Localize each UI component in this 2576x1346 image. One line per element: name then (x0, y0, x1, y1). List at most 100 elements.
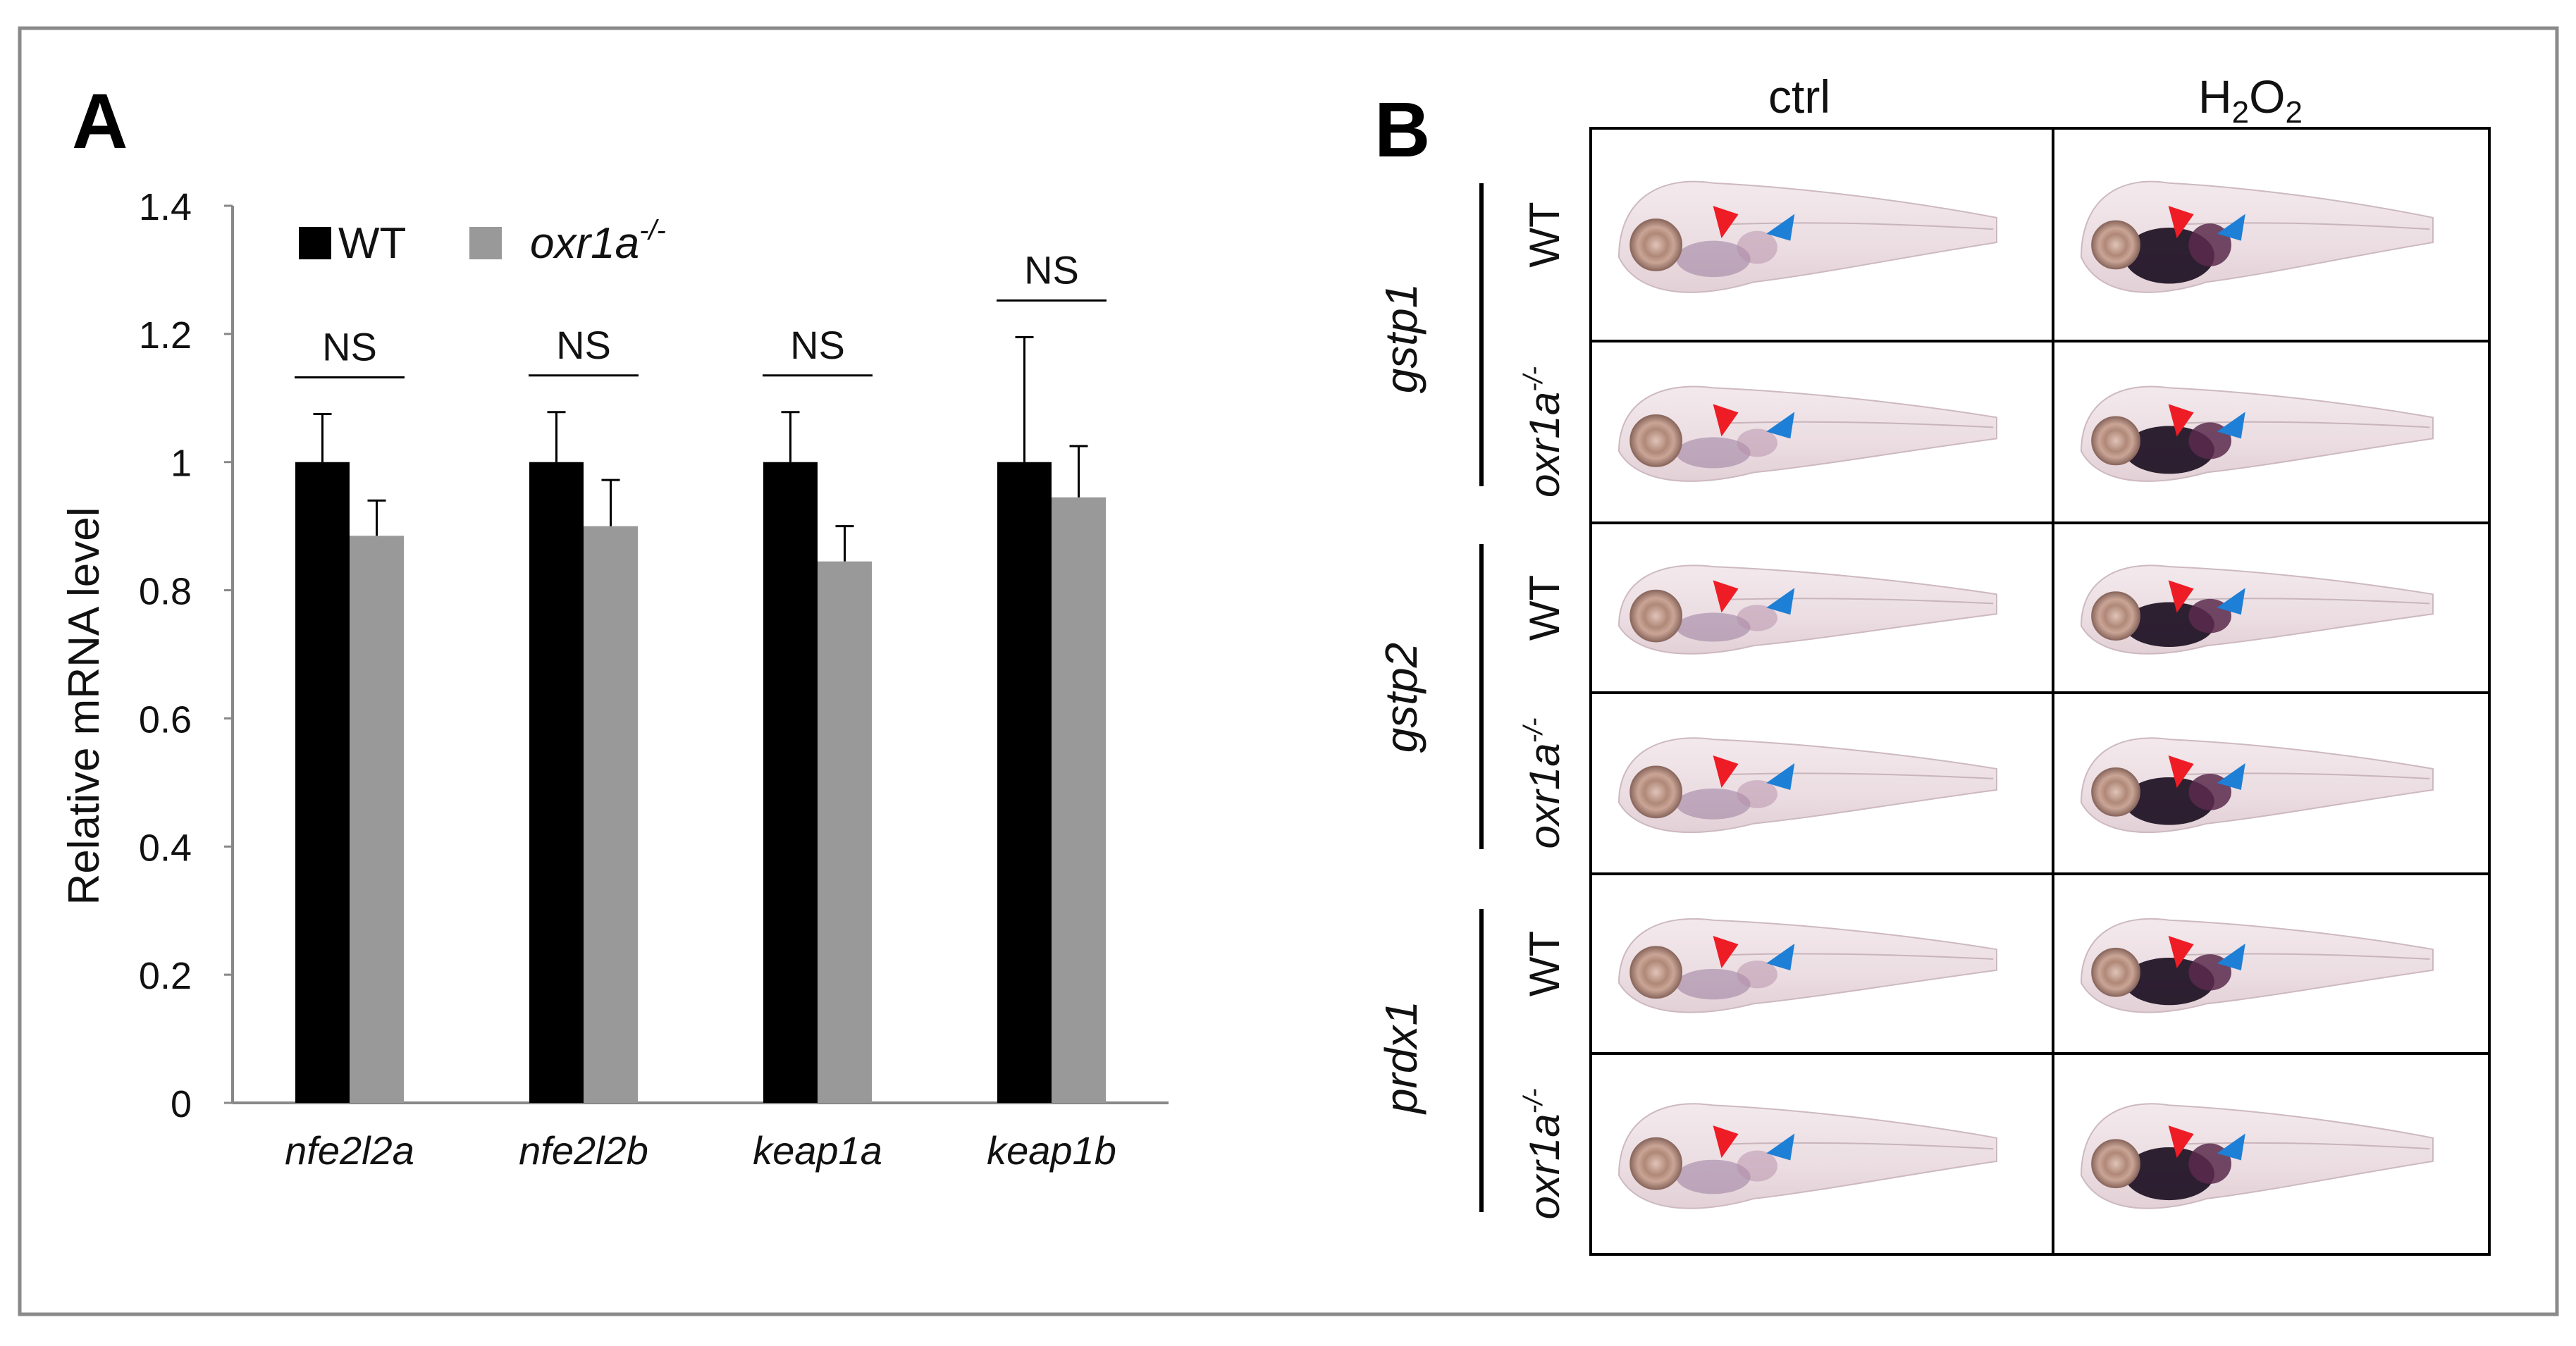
panel-b-label: B (1374, 87, 1430, 173)
larva-eye (1629, 946, 1683, 999)
larva-eye (1629, 218, 1683, 271)
bar-wt-nfe2l2b (529, 462, 584, 1103)
larva-body (1617, 564, 1997, 655)
genotype-label-oxr1a-sup: -/- (1519, 366, 1548, 392)
larva-image-r4-c2 (2080, 737, 2434, 834)
x-category-label-keap1a: keap1a (753, 1128, 882, 1173)
legend-label-wt: WT (338, 219, 406, 268)
genotype-label-row-1: WT (1521, 202, 1568, 267)
gut-stain (1737, 1150, 1777, 1182)
genotype-label-oxr1a-sup: -/- (1519, 1089, 1548, 1114)
liver-stain (1676, 240, 1751, 278)
red-arrowhead (1713, 206, 1739, 239)
larva-notochord (2181, 1142, 2430, 1150)
larva-eye (2091, 591, 2140, 641)
larva-body (1617, 1103, 1997, 1209)
blue-arrowhead (1766, 943, 1795, 970)
bar-oxr1a-nfe2l2b (584, 526, 638, 1103)
larva-body (1617, 737, 1997, 834)
liver-stain (1676, 437, 1751, 469)
legend-label-oxr1a-base: oxr1a (530, 219, 639, 268)
blue-arrowhead (2217, 214, 2245, 241)
genotype-label-row-5: WT (1521, 931, 1568, 996)
x-category-label-keap1b: keap1b (987, 1128, 1116, 1173)
blue-arrowhead (2217, 943, 2245, 970)
gut-stain (1737, 779, 1777, 808)
y-axis-title-group: Relative mRNA level (60, 507, 109, 905)
larva-notochord (1727, 772, 1994, 779)
blue-arrowhead (1766, 588, 1795, 615)
gut-stain (1737, 428, 1777, 457)
blue-arrowhead (1766, 412, 1795, 439)
legend-label-oxr1a-sup: -/- (639, 215, 666, 246)
genotype-label-oxr1a-base: oxr1a (1521, 1113, 1568, 1219)
larva-image-r5-c1 (1617, 918, 1997, 1013)
red-arrowhead (2168, 206, 2194, 239)
bar-oxr1a-keap1a (818, 561, 872, 1103)
larva-eye (2091, 767, 2140, 817)
gene-label-gstp1-group: gstp1 (1376, 283, 1426, 394)
legend-swatch-oxr1a (469, 227, 502, 259)
h2o2-o: O (2249, 70, 2285, 123)
h2o2-sub1: 2 (2232, 95, 2249, 130)
genotype-label-wt: WT (1521, 931, 1568, 996)
y-tick-label: 0.6 (139, 698, 192, 741)
bar-oxr1a-nfe2l2a (350, 536, 404, 1103)
blue-arrowhead (2217, 1133, 2245, 1161)
red-arrowhead (1713, 936, 1739, 969)
red-arrowhead (2168, 1125, 2194, 1159)
ish-image-grid (1617, 180, 2434, 1209)
x-category-label-nfe2l2b: nfe2l2b (519, 1128, 648, 1173)
y-tick-label: 1.4 (139, 186, 192, 228)
significance-label-keap1b: NS (1024, 247, 1079, 292)
larva-image-r6-c2 (2080, 1103, 2434, 1209)
larva-body (1617, 180, 1997, 293)
larva-notochord (1727, 953, 1994, 960)
genotype-label-row-6: oxr1a-/- (1519, 1089, 1568, 1220)
larva-notochord (1727, 421, 1994, 428)
blue-arrowhead (1766, 762, 1795, 790)
genotype-label-row-3: WT (1521, 575, 1568, 641)
bar-wt-nfe2l2a (295, 462, 350, 1103)
genotype-label-oxr1a: oxr1a-/- (1519, 1089, 1568, 1220)
significance-label-keap1a: NS (790, 323, 845, 367)
genotype-label-oxr1a: oxr1a-/- (1519, 366, 1568, 498)
genotype-label-row-2: oxr1a-/- (1519, 366, 1568, 498)
gene-label-gstp2-group: gstp2 (1376, 643, 1426, 753)
larva-image-r2-c1 (1617, 385, 1997, 482)
y-tick-label: 0.8 (139, 571, 192, 613)
larva-notochord (2181, 772, 2430, 779)
red-arrowhead (2168, 404, 2194, 437)
liver-stain (1676, 612, 1751, 642)
larva-image-r1-c2 (2080, 180, 2434, 293)
larva-notochord (2181, 222, 2430, 230)
y-tick-label: 1 (171, 443, 192, 485)
y-axis-ticks: 0 0.2 0.4 0.6 0.8 1 1.2 1.4 (139, 186, 233, 1125)
genotype-label-row-4: oxr1a-/- (1519, 718, 1568, 849)
genotype-label-oxr1a: oxr1a-/- (1519, 718, 1568, 849)
red-arrowhead (1713, 404, 1739, 437)
panel-a: A Relative mRNA level 0 0.2 0.4 0.6 0.8 1 1.2 1… (60, 78, 1169, 1173)
blue-arrowhead (2217, 412, 2245, 439)
red-arrowhead (2168, 580, 2194, 613)
gut-stain (1737, 605, 1777, 631)
blue-arrowhead (2217, 588, 2245, 615)
col-header-ctrl: ctrl (1768, 70, 1830, 123)
larva-image-r3-c1 (1617, 564, 1997, 655)
larva-eye (1629, 765, 1683, 819)
blue-arrowhead (1766, 214, 1795, 241)
gut-stain (1737, 960, 1777, 989)
col-header-h2o2: H2O2 (2198, 70, 2303, 130)
liver-stain (1676, 968, 1751, 1000)
bar-layer (295, 462, 1106, 1103)
genotype-label-wt: WT (1521, 202, 1568, 267)
larva-notochord (1727, 1142, 1994, 1150)
panel-b: B ctrl H2O2 gstp1 gstp2 prdx1 WToxr1a-/-… (1374, 70, 2491, 1256)
y-tick-label: 0 (171, 1083, 192, 1125)
larva-eye (2091, 947, 2140, 997)
larva-eye (1629, 589, 1683, 643)
larva-image-r1-c1 (1617, 180, 1997, 293)
larva-image-r6-c1 (1617, 1103, 1997, 1209)
red-arrowhead (1713, 1125, 1739, 1159)
larva-body (1617, 918, 1997, 1013)
